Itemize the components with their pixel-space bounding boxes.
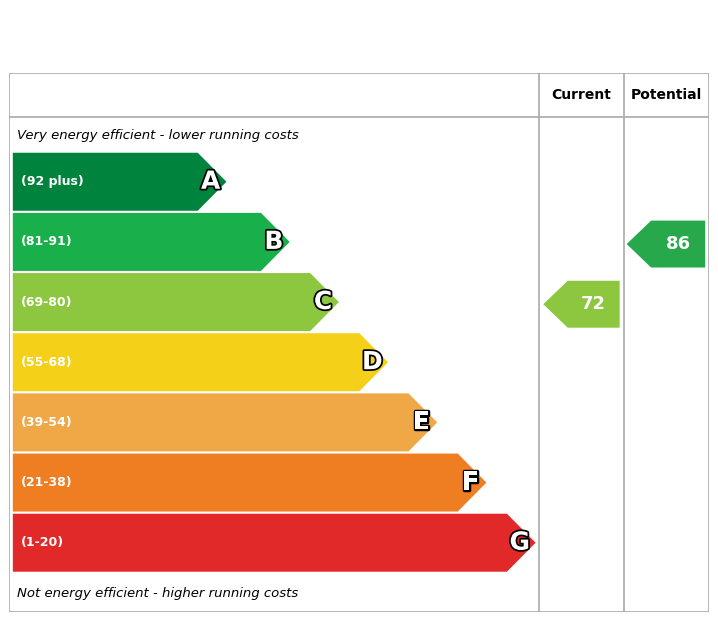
Text: D: D	[362, 350, 383, 374]
Polygon shape	[13, 153, 226, 210]
Text: Energy Efficiency Rating: Energy Efficiency Rating	[13, 21, 493, 55]
Text: F: F	[462, 470, 479, 495]
Text: A: A	[201, 170, 220, 194]
Text: (21-38): (21-38)	[22, 476, 73, 489]
Text: Not energy efficient - higher running costs: Not energy efficient - higher running co…	[17, 587, 298, 600]
Text: 86: 86	[666, 235, 691, 253]
Polygon shape	[13, 394, 437, 451]
Text: C: C	[314, 290, 332, 314]
Polygon shape	[13, 454, 486, 511]
Text: (1-20): (1-20)	[22, 536, 65, 549]
Text: (69-80): (69-80)	[22, 295, 73, 308]
Text: G: G	[510, 530, 530, 555]
Text: E: E	[413, 410, 430, 435]
Polygon shape	[13, 273, 339, 331]
Polygon shape	[13, 213, 289, 271]
Text: 72: 72	[581, 295, 606, 313]
Text: (55-68): (55-68)	[22, 356, 73, 369]
Polygon shape	[13, 333, 388, 391]
Text: (81-91): (81-91)	[22, 235, 73, 248]
Polygon shape	[627, 220, 705, 267]
Polygon shape	[544, 281, 620, 327]
Polygon shape	[13, 514, 536, 572]
Text: (92 plus): (92 plus)	[22, 175, 84, 188]
Text: Potential: Potential	[631, 88, 702, 102]
Text: (39-54): (39-54)	[22, 416, 73, 429]
Text: Current: Current	[551, 88, 612, 102]
Text: Very energy efficient - lower running costs: Very energy efficient - lower running co…	[17, 129, 299, 142]
Text: B: B	[264, 230, 284, 254]
